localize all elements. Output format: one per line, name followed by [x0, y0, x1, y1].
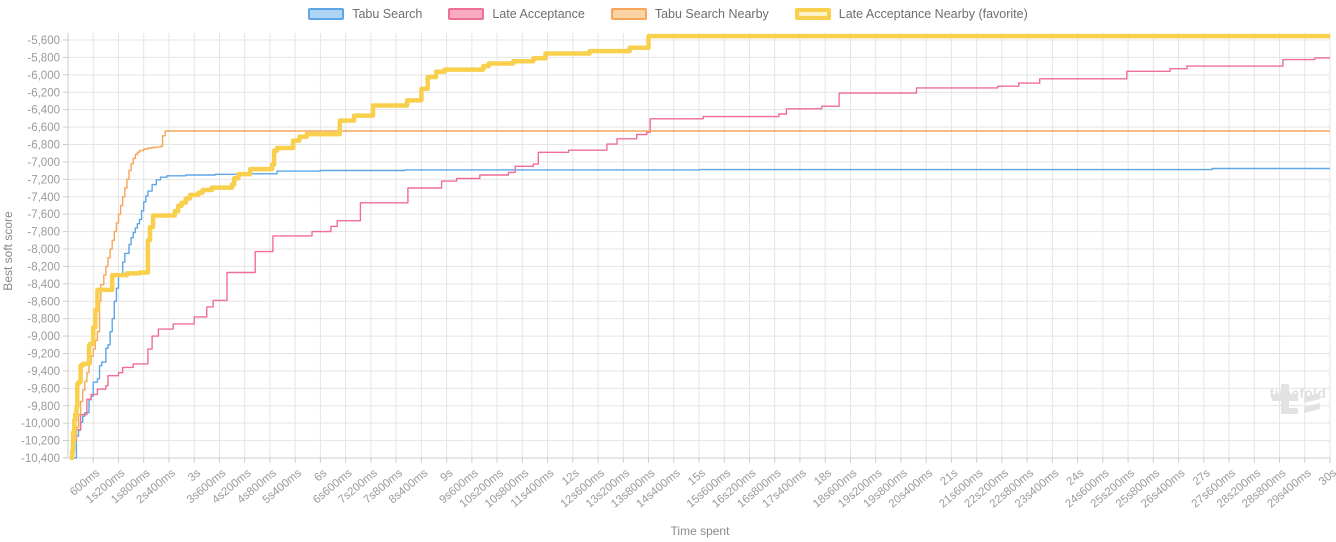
legend-item-tabu-search[interactable]: Tabu Search	[308, 7, 422, 21]
legend-item-late-acceptance[interactable]: Late Acceptance	[448, 7, 585, 21]
legend-swatch-tabu-search	[308, 8, 345, 20]
series-line-tabu-search	[73, 167, 1330, 459]
y-tick-label: -8,800	[27, 314, 60, 326]
y-tick-label: -7,400	[27, 192, 60, 204]
y-tick-label: -8,200	[27, 261, 60, 273]
legend-label: Late Acceptance	[492, 7, 585, 21]
y-tick-label: -8,400	[27, 279, 60, 291]
y-tick-label: -7,600	[27, 209, 60, 221]
y-tick-label: -6,000	[27, 70, 60, 82]
y-tick-label: -8,600	[27, 296, 60, 308]
legend-swatch-tabu-search-nearby	[610, 8, 647, 20]
y-tick-label: -6,600	[27, 122, 60, 134]
series-line-late-acceptance	[69, 57, 1330, 459]
legend-label: Late Acceptance Nearby (favorite)	[838, 7, 1028, 21]
y-tick-label: -5,800	[27, 52, 60, 64]
y-tick-label: -10,000	[21, 418, 60, 430]
y-tick-label: -9,800	[27, 401, 60, 413]
series-line-late-acceptance-nearby-favorite	[69, 33, 1330, 461]
legend-label: Tabu Search	[352, 7, 423, 21]
timefold-watermark: timefold	[1260, 384, 1336, 414]
y-tick-label: -9,000	[27, 331, 60, 343]
y-tick-label: -6,400	[27, 105, 60, 117]
y-tick-label: -5,600	[27, 35, 60, 47]
y-tick-labels: -5,600 -5,800 -6,000 -6,200 -6,400 -6,600 -6,8…	[21, 35, 60, 465]
y-tick-label: -7,800	[27, 227, 60, 239]
legend-item-tabu-search-nearby[interactable]: Tabu Search Nearby	[610, 7, 769, 21]
chart-legend: Tabu Search Late Acceptance Tabu Search Ne…	[0, 7, 1336, 21]
series-line-tabu-search-nearby	[70, 130, 1330, 459]
y-tick-label: -6,200	[27, 87, 60, 99]
y-tick-label: -10,400	[21, 453, 60, 465]
x-tick-label: 9s	[439, 467, 456, 484]
x-tick-label: 6s	[312, 467, 329, 484]
y-tick-label: -7,000	[27, 157, 60, 169]
grid-lines	[68, 33, 1331, 459]
y-axis-title: Best soft score	[1, 211, 15, 291]
legend-swatch-late-acceptance	[448, 8, 485, 20]
legend-label: Tabu Search Nearby	[654, 7, 769, 21]
y-tick-label: -6,800	[27, 140, 60, 152]
y-tick-label: -8,000	[27, 244, 60, 256]
x-tick-label: 3s	[186, 467, 203, 484]
y-tick-label: -9,200	[27, 349, 60, 361]
x-tick-label: 30s	[1317, 467, 1336, 488]
y-tick-label: -9,600	[27, 383, 60, 395]
y-tick-label: -9,400	[27, 366, 60, 378]
legend-swatch-late-acceptance-nearby-favorite	[794, 8, 831, 20]
timefold-logo-icon	[1272, 384, 1320, 414]
axes	[63, 33, 1331, 463]
y-tick-label: -10,200	[21, 436, 60, 448]
legend-item-late-acceptance-nearby-favorite[interactable]: Late Acceptance Nearby (favorite)	[794, 7, 1028, 21]
y-tick-label: -7,200	[27, 174, 60, 186]
x-axis-title: Time spent	[670, 524, 730, 538]
